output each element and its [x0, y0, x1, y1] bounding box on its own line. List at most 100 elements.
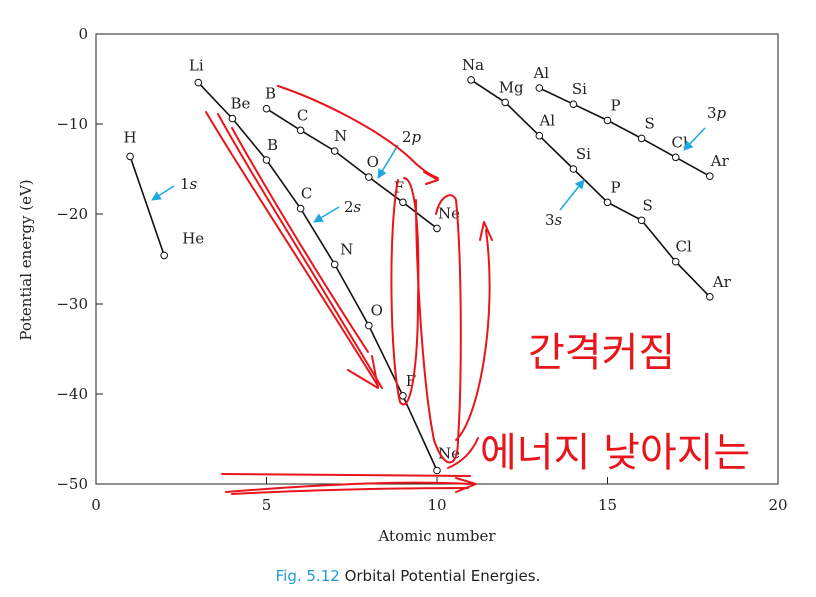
point-label: Li	[189, 57, 204, 75]
point-label: Na	[462, 56, 484, 74]
point-label: Si	[572, 80, 587, 98]
series-1s: H He	[124, 128, 204, 260]
data-point	[296, 204, 305, 213]
data-point	[501, 98, 510, 107]
series-2s: Li Be B C N O F Ne	[189, 57, 460, 475]
data-point	[262, 156, 271, 164]
figure-caption: Fig. 5.12 Orbital Potential Energies.	[0, 567, 816, 585]
point-label: Cl	[676, 238, 692, 256]
handwritten-stroke	[455, 477, 477, 493]
x-axis-title: Atomic number	[377, 527, 496, 545]
point-label: S	[644, 114, 654, 132]
data-point	[637, 134, 646, 143]
point-label: B	[267, 136, 278, 154]
orbital-label-2s: 2s	[344, 198, 362, 216]
handwritten-stroke	[479, 221, 493, 241]
point-label: O	[371, 302, 383, 320]
data-point	[365, 321, 373, 330]
series-line-3s	[470, 79, 711, 298]
point-label: N	[340, 240, 353, 258]
data-point	[706, 172, 714, 180]
handwritten-stroke	[277, 85, 439, 179]
point-label: He	[182, 229, 204, 247]
x-tick-label: 5	[262, 496, 272, 514]
data-point	[467, 76, 475, 84]
data-point	[433, 466, 441, 475]
data-point	[603, 116, 612, 125]
orbital-label-arrow	[377, 144, 399, 179]
point-label: N	[334, 127, 347, 145]
orbital-label-3s: 3s	[545, 211, 563, 229]
point-label: H	[124, 128, 137, 146]
data-point	[637, 216, 646, 225]
data-point	[228, 114, 237, 123]
data-point	[330, 260, 339, 269]
handwritten-stroke	[231, 487, 469, 495]
x-tick-label: 15	[598, 496, 617, 514]
point-label: C	[297, 106, 308, 124]
data-point	[365, 173, 373, 181]
orbital-label-3p: 3p	[707, 104, 727, 122]
caption-text: Orbital Potential Energies.	[344, 567, 541, 585]
series-2p: B C N OF Ne	[262, 85, 460, 233]
point-label: Al	[532, 64, 549, 82]
data-point	[262, 104, 271, 113]
point-label: P	[610, 96, 620, 114]
handwritten-stroke	[347, 355, 379, 389]
data-point	[569, 100, 578, 108]
handwritten-stroke	[447, 437, 479, 469]
data-point	[671, 153, 680, 162]
y-tick-label: −10	[56, 115, 88, 133]
y-tick-label: −40	[56, 385, 88, 403]
series-3s: Na Mg Al Si P S Cl Ar	[462, 56, 732, 301]
annotation-spacing-text: 간격커짐	[528, 330, 675, 376]
data-point	[399, 392, 407, 400]
handwritten-stroke	[221, 473, 471, 477]
point-label: Ar	[710, 152, 730, 170]
data-point	[330, 147, 339, 155]
point-label: F	[406, 372, 416, 390]
y-tick-label: −20	[56, 205, 88, 223]
caption-figure-number: Fig. 5.12	[275, 567, 340, 585]
series-line-1s	[129, 156, 165, 256]
data-point	[706, 293, 714, 301]
series-line-3p	[538, 87, 711, 177]
point-label: C	[301, 185, 312, 203]
orbital-label-arrow	[313, 206, 340, 223]
data-point	[569, 165, 578, 173]
point-label: Mg	[499, 78, 524, 96]
point-label: Ne	[438, 204, 460, 222]
data-point	[535, 84, 544, 92]
point-label: P	[610, 178, 620, 196]
y-tick-label: −50	[56, 475, 88, 493]
point-label: B	[265, 85, 276, 103]
orbital-label-1s: 1s	[180, 175, 198, 193]
orbital-label-2p: 2p	[402, 128, 422, 146]
orbital-label-arrow	[559, 179, 585, 211]
data-point	[603, 198, 612, 207]
point-label: Be	[230, 95, 250, 113]
handwritten-stroke	[217, 113, 383, 389]
point-label: Ar	[712, 273, 732, 291]
orbital-label-arrow	[151, 185, 175, 201]
point-label: O	[367, 153, 379, 171]
x-tick-label: 20	[768, 496, 787, 514]
orbital-label-arrow	[683, 127, 706, 151]
data-point	[160, 251, 168, 260]
data-point	[296, 126, 305, 135]
data-point	[194, 78, 203, 87]
data-point	[126, 152, 134, 161]
orbital-energy-chart: 0 5 10 15 200−10−20−30−40−50 HHeLiBeBCNOFNeB…	[17, 25, 788, 545]
handwritten-stroke	[423, 171, 439, 185]
x-tick-label: 0	[91, 496, 101, 514]
handwritten-stroke	[205, 111, 379, 387]
x-tick-label: 10	[427, 496, 446, 514]
point-label: Si	[576, 145, 591, 163]
data-point	[399, 198, 407, 207]
annotation-energy-text: 에너지 낮아지는	[480, 430, 750, 476]
point-label: Al	[538, 112, 555, 130]
data-point	[433, 224, 441, 233]
handwritten-stroke	[225, 481, 471, 493]
handwritten-stroke	[455, 229, 491, 441]
